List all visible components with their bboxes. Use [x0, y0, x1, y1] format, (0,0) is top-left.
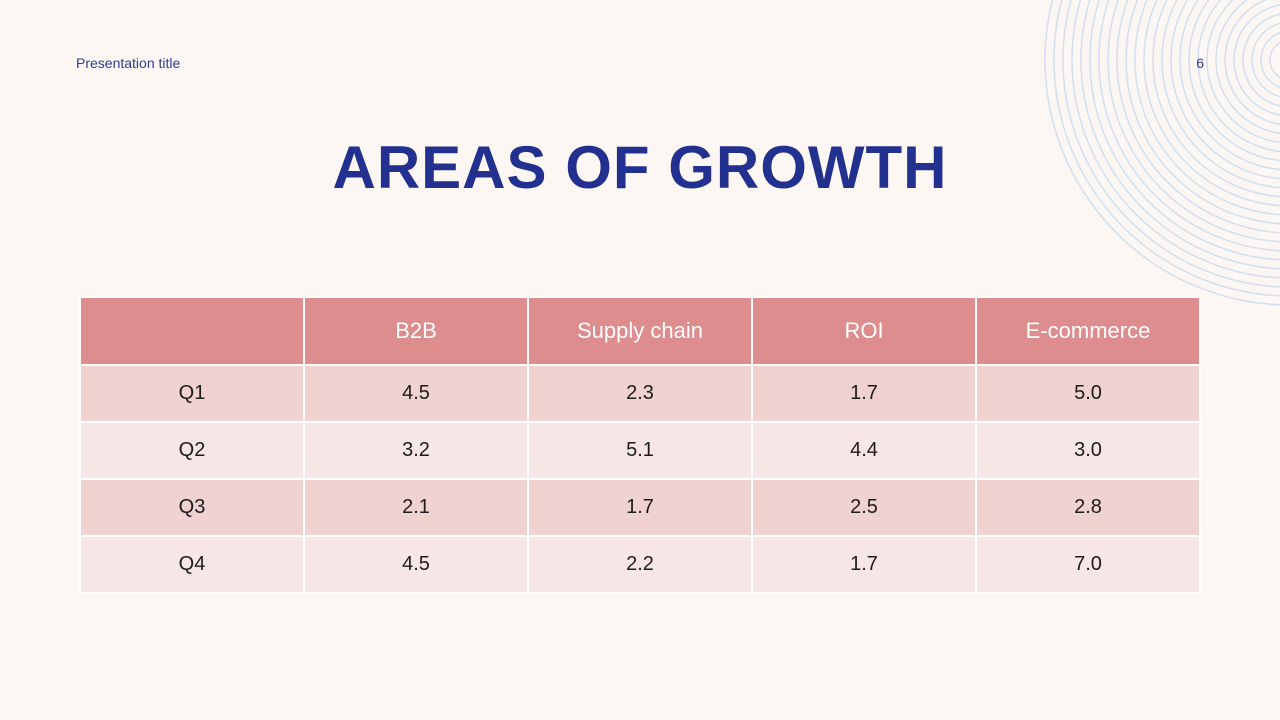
header-cell-corner: [79, 296, 305, 366]
table-row: Q4 4.5 2.2 1.7 7.0: [79, 535, 1201, 594]
header-cell-roi: ROI: [751, 296, 977, 366]
table-cell: 4.5: [303, 535, 529, 594]
table-cell: 7.0: [975, 535, 1201, 594]
table-row: Q1 4.5 2.3 1.7 5.0: [79, 364, 1201, 423]
decorative-ring: [1251, 22, 1280, 98]
decorative-ring: [1107, 0, 1280, 243]
decorative-ring: [1215, 0, 1280, 135]
slide-title: AREAS OF GROWTH: [332, 134, 948, 201]
table-row: Q3 2.1 1.7 2.5 2.8: [79, 478, 1201, 537]
row-label: Q4: [79, 535, 305, 594]
table-cell: 4.5: [303, 364, 529, 423]
presentation-title: Presentation title: [76, 55, 181, 71]
table-cell: 4.4: [751, 421, 977, 480]
decorative-ring: [1269, 41, 1280, 79]
table-cell: 1.7: [751, 364, 977, 423]
table-cell: 2.5: [751, 478, 977, 537]
decorative-ring: [1098, 0, 1280, 252]
table-cell: 2.2: [527, 535, 753, 594]
decorative-ring: [1242, 13, 1280, 107]
table-cell: 1.7: [751, 535, 977, 594]
table-cell: 1.7: [527, 478, 753, 537]
header-cell-e-commerce: E-commerce: [975, 296, 1201, 366]
row-label: Q1: [79, 364, 305, 423]
table-header-row: B2B Supply chain ROI E-commerce: [79, 296, 1201, 366]
slide-number: 6: [1196, 55, 1204, 71]
decorative-ring: [1206, 0, 1280, 144]
row-label: Q2: [79, 421, 305, 480]
table-cell: 3.2: [303, 421, 529, 480]
table-cell: 5.0: [975, 364, 1201, 423]
table-row: Q2 3.2 5.1 4.4 3.0: [79, 421, 1201, 480]
table-cell: 2.8: [975, 478, 1201, 537]
table-cell: 2.3: [527, 364, 753, 423]
decorative-ring: [1089, 0, 1280, 261]
decorative-ring: [1233, 4, 1280, 116]
table-cell: 3.0: [975, 421, 1201, 480]
table-cell: 5.1: [527, 421, 753, 480]
row-label: Q3: [79, 478, 305, 537]
header-cell-supply-chain: Supply chain: [527, 296, 753, 366]
decorative-ring: [1260, 31, 1280, 89]
header-cell-b2b: B2B: [303, 296, 529, 366]
decorative-ring: [1197, 0, 1280, 153]
growth-table: B2B Supply chain ROI E-commerce Q1 4.5 2…: [79, 296, 1201, 594]
table-cell: 2.1: [303, 478, 529, 537]
decorative-ring: [1224, 0, 1280, 125]
